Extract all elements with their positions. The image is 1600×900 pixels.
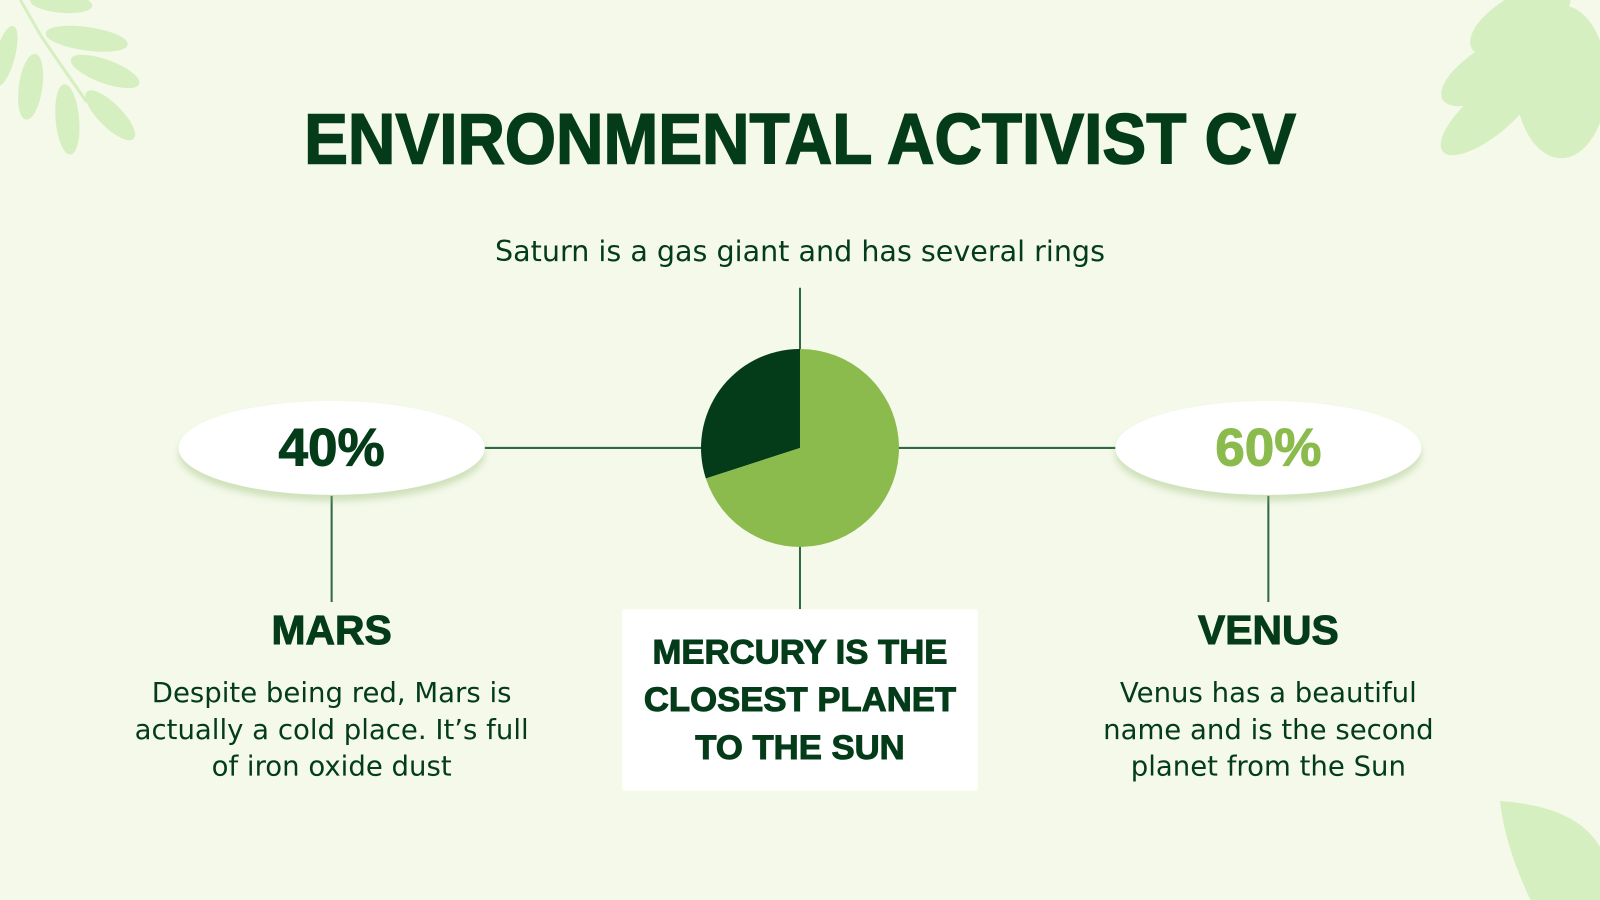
pie-slice-0 bbox=[701, 348, 800, 479]
saturn-text: Saturn is a gas giant and has several ri… bbox=[495, 234, 1105, 269]
venus-percent-badge: 60% bbox=[1115, 401, 1422, 495]
mercury-box: MERCURY IS THE CLOSEST PLANET TO THE SUN bbox=[622, 609, 978, 791]
leaf-branch-icon bbox=[0, 0, 140, 155]
leaf-corner-icon bbox=[1499, 801, 1600, 900]
pie-slice-1 bbox=[705, 348, 899, 547]
mars-percent-badge: 40% bbox=[178, 401, 485, 495]
mars-heading: MARS bbox=[271, 608, 392, 654]
leaf-cluster-icon bbox=[1440, 0, 1600, 159]
venus-heading: VENUS bbox=[1198, 608, 1340, 654]
mars-description: Despite being red, Mars is actually a co… bbox=[134, 677, 529, 783]
pie-chart bbox=[701, 348, 899, 547]
page-title: ENVIRONMENTAL ACTIVIST CV bbox=[303, 98, 1296, 179]
connector-lines bbox=[330, 287, 1270, 610]
venus-description: Venus has a beautiful name and is the se… bbox=[1103, 677, 1434, 783]
